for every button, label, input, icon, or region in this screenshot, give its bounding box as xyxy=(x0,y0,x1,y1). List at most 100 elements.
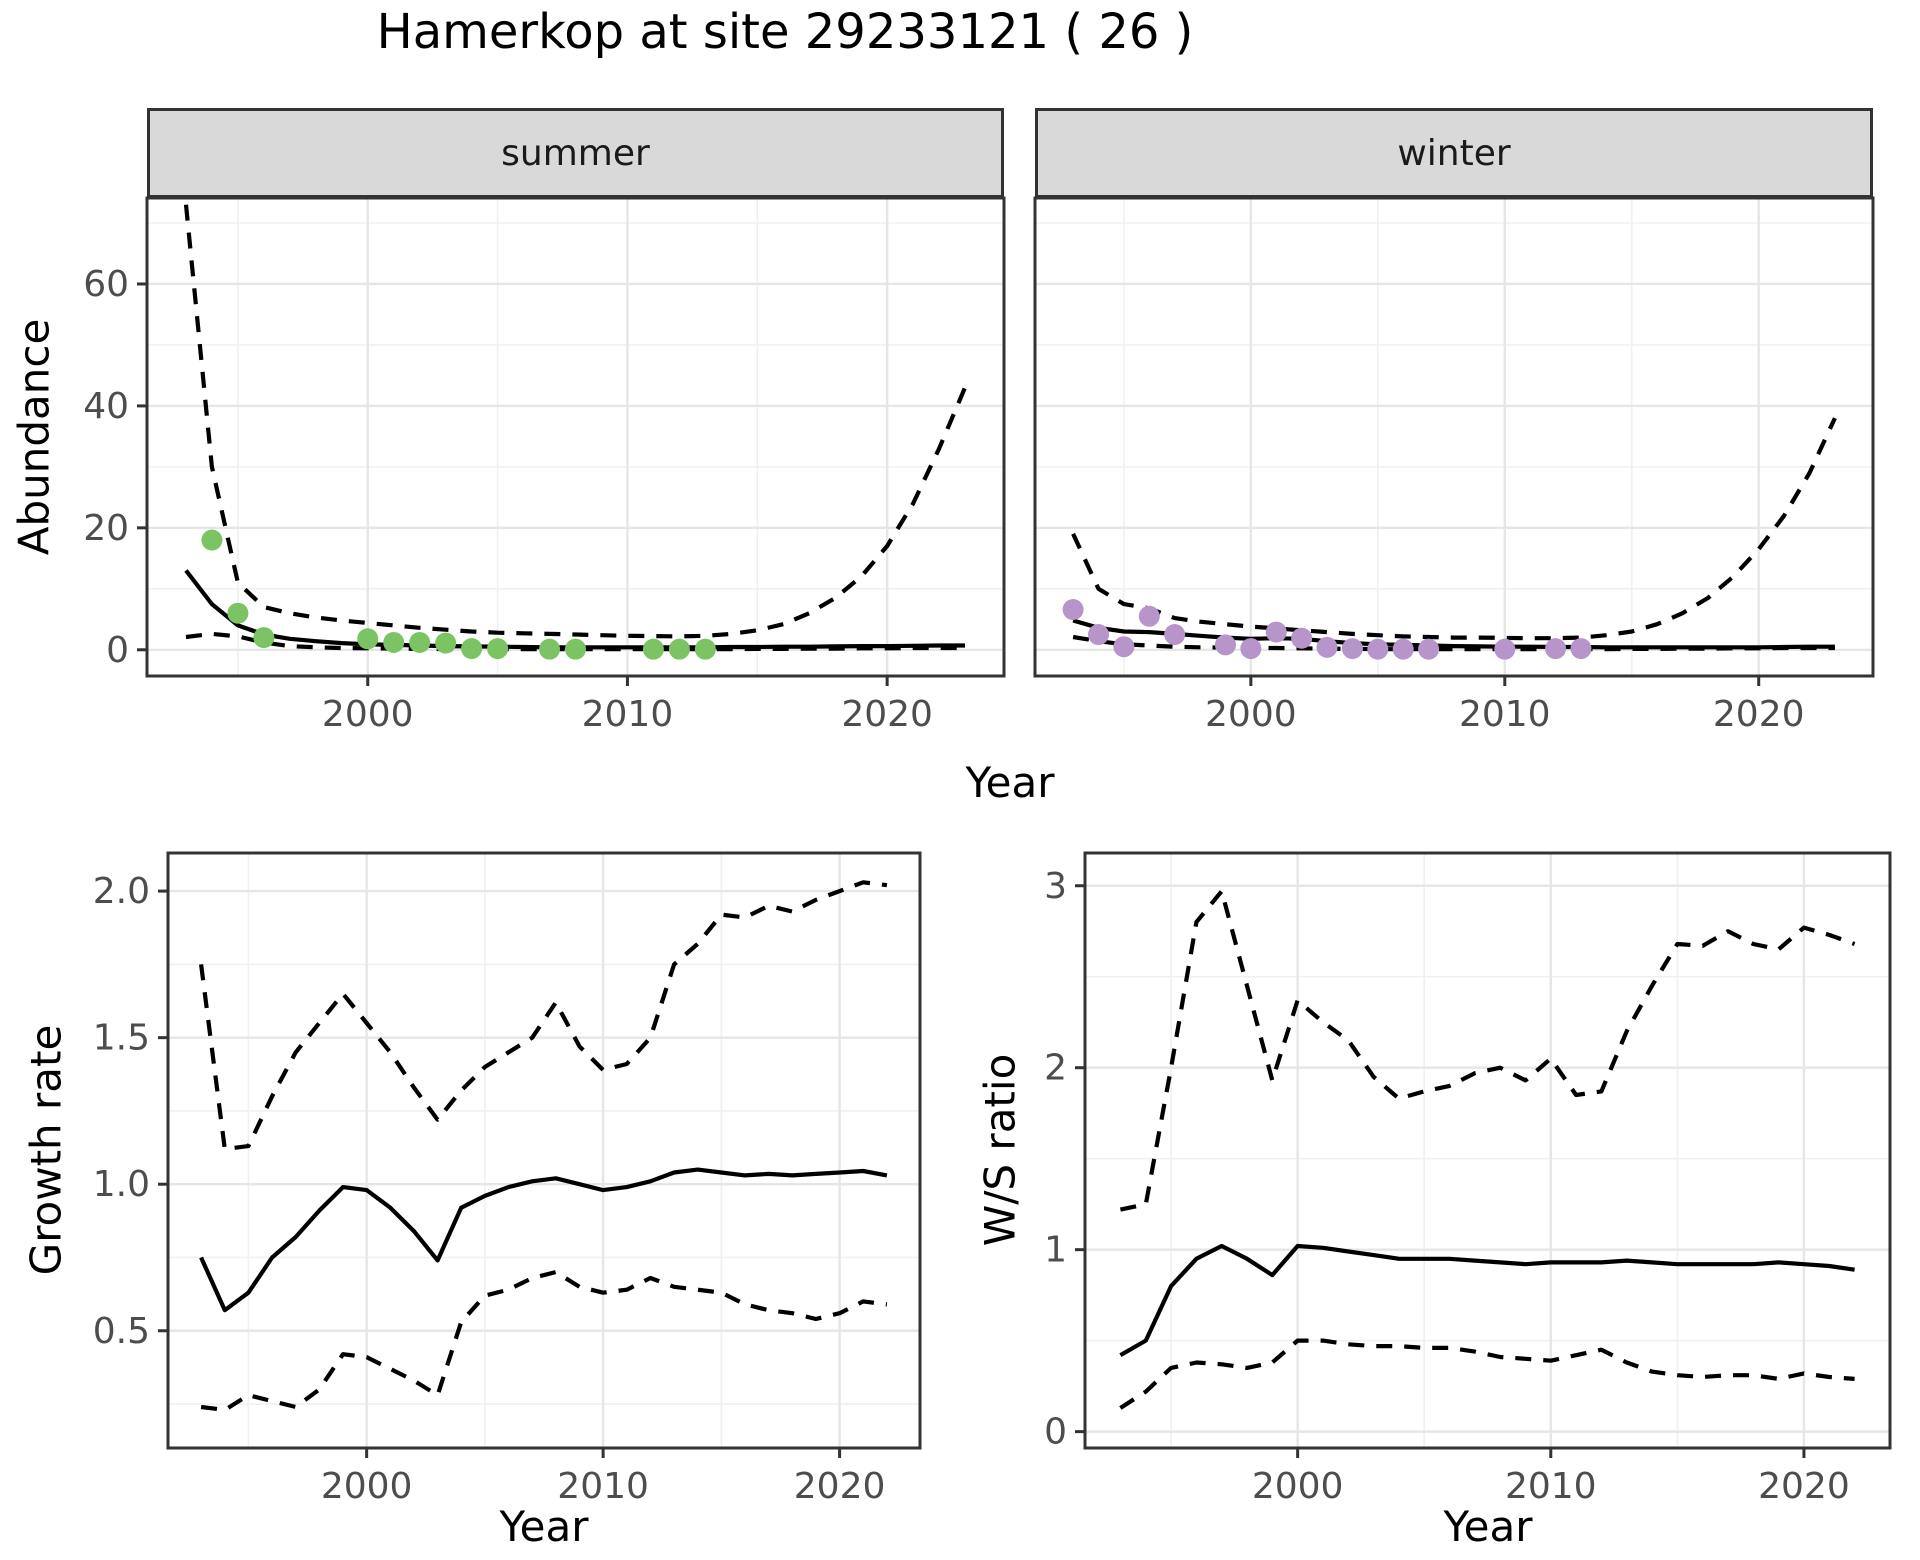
data-point xyxy=(668,638,690,660)
data-point xyxy=(1545,638,1567,660)
data-point xyxy=(1062,599,1084,621)
figure-title: Hamerkop at site 29233121 ( 26 ) xyxy=(376,4,1194,60)
x-tick-label: 2020 xyxy=(1758,1466,1850,1507)
growth-rate-panel: 2000 2010 2020 0.5 1.0 1.5 2.0 xyxy=(93,851,922,1507)
ws-ratio-panel: 2000 2010 2020 0 1 2 3 xyxy=(1044,851,1892,1507)
growth-year-axis-title: Year xyxy=(499,1502,589,1551)
y-tick-label: 2 xyxy=(1044,1048,1067,1089)
abundance-winter-upper-ci-line xyxy=(1071,417,1837,641)
y-tick-label: 0 xyxy=(1044,1412,1067,1453)
abundance-summer-panel: 2000 2010 2020 0 20 40 60 xyxy=(83,196,1006,735)
abundance-summer-y-axis: 0 20 40 60 xyxy=(83,264,147,671)
ws-ratio-x-axis: 2000 2010 2020 xyxy=(1252,1448,1850,1507)
data-point xyxy=(409,631,431,653)
data-point xyxy=(461,638,483,660)
x-tick-label: 2010 xyxy=(1505,1466,1597,1507)
abundance-summer-panel-border xyxy=(145,196,1006,678)
y-tick-label: 1 xyxy=(1044,1230,1067,1271)
y-tick-label: 40 xyxy=(83,386,129,427)
data-point xyxy=(539,638,561,660)
y-tick-label: 60 xyxy=(83,264,129,305)
facet-strip-winter: winter xyxy=(1035,108,1873,198)
abundance-winter-panel-border xyxy=(1033,196,1875,678)
data-point xyxy=(642,638,664,660)
abundance-winter-gridlines xyxy=(1035,198,1873,676)
x-tick-label: 2010 xyxy=(582,694,674,735)
data-point xyxy=(357,628,379,650)
ws-year-axis-title: Year xyxy=(1443,1502,1533,1551)
data-point xyxy=(1341,638,1363,660)
data-point xyxy=(227,602,249,624)
data-point xyxy=(1570,638,1592,660)
data-point xyxy=(565,638,586,660)
data-point xyxy=(1367,638,1389,660)
y-tick-label: 0.5 xyxy=(93,1311,150,1352)
abundance-winter-lower-ci-line xyxy=(1072,634,1835,652)
abundance-winter-panel: 2000 2010 2020 xyxy=(1033,196,1875,735)
abundance-winter-panel-bg xyxy=(1035,198,1873,676)
data-point xyxy=(1113,636,1135,658)
data-point xyxy=(201,529,223,551)
growth-rate-panel-border xyxy=(166,851,922,1450)
data-point xyxy=(487,638,509,660)
abundance-winter-observed-winter-points xyxy=(1062,599,1592,660)
x-tick-label: 2010 xyxy=(557,1466,649,1507)
data-point xyxy=(1087,624,1109,646)
growth-rate-panel-bg xyxy=(168,853,920,1448)
y-tick-label: 1.5 xyxy=(93,1018,150,1059)
abundance-summer-x-axis: 2000 2010 2020 xyxy=(322,676,933,735)
data-point xyxy=(1164,624,1186,646)
data-point xyxy=(1240,638,1262,660)
growth-rate-x-axis: 2000 2010 2020 xyxy=(321,1448,886,1507)
y-tick-label: 3 xyxy=(1044,866,1067,907)
abundance-winter-median-line xyxy=(1072,618,1835,650)
abundance-summer-panel-bg xyxy=(147,198,1004,676)
growth-rate-y-axis: 0.5 1.0 1.5 2.0 xyxy=(93,871,168,1352)
data-point xyxy=(1265,621,1287,643)
x-tick-label: 2010 xyxy=(1459,694,1551,735)
abundance-winter-x-axis: 2000 2010 2020 xyxy=(1205,676,1805,735)
top-year-axis-title: Year xyxy=(965,758,1055,807)
data-point xyxy=(1291,627,1313,649)
abundance-summer-gridlines xyxy=(147,198,1004,676)
data-point xyxy=(694,638,716,660)
x-tick-label: 2000 xyxy=(322,694,414,735)
data-point xyxy=(1392,638,1414,660)
growth-rate-upper-ci-line xyxy=(199,880,888,1152)
y-tick-label: 1.0 xyxy=(93,1164,150,1205)
x-tick-label: 2020 xyxy=(841,694,933,735)
ws-ratio-panel-border xyxy=(1083,851,1892,1450)
x-tick-label: 2000 xyxy=(1205,694,1297,735)
abundance-summer-observed-summer-points xyxy=(201,529,716,660)
growth-rate-median-line xyxy=(199,1167,888,1313)
data-point xyxy=(253,627,275,649)
x-tick-label: 2020 xyxy=(794,1466,886,1507)
growth-rate-gridlines xyxy=(168,853,920,1448)
y-tick-label: 0 xyxy=(106,630,129,671)
data-point xyxy=(1494,638,1516,660)
ws-ratio-gridlines xyxy=(1085,853,1890,1448)
facet-strip-summer: summer xyxy=(147,108,1004,198)
abundance-summer-upper-ci-line xyxy=(183,204,967,639)
x-tick-label: 2000 xyxy=(1252,1466,1344,1507)
y-tick-label: 2.0 xyxy=(93,871,150,912)
abundance-summer-lower-ci-line xyxy=(185,631,965,652)
data-point xyxy=(1418,638,1440,660)
ws-ratio-panel-bg xyxy=(1085,853,1890,1448)
ws-ratio-y-axis: 0 1 2 3 xyxy=(1044,866,1085,1453)
y-tick-label: 20 xyxy=(83,508,129,549)
ws-ratio-upper-ci-line xyxy=(1119,889,1856,1212)
data-point xyxy=(1316,636,1338,658)
data-point xyxy=(1138,605,1160,627)
ws-ratio-median-line xyxy=(1119,1243,1855,1358)
data-point xyxy=(1214,634,1236,656)
x-tick-label: 2000 xyxy=(321,1466,413,1507)
facet-strip-winter-label: winter xyxy=(1397,132,1511,174)
growth-rate-lower-ci-line xyxy=(200,1269,888,1413)
data-point xyxy=(435,632,457,654)
data-point xyxy=(383,631,405,653)
x-tick-label: 2020 xyxy=(1713,694,1805,735)
facet-strip-summer-label: summer xyxy=(501,132,650,174)
